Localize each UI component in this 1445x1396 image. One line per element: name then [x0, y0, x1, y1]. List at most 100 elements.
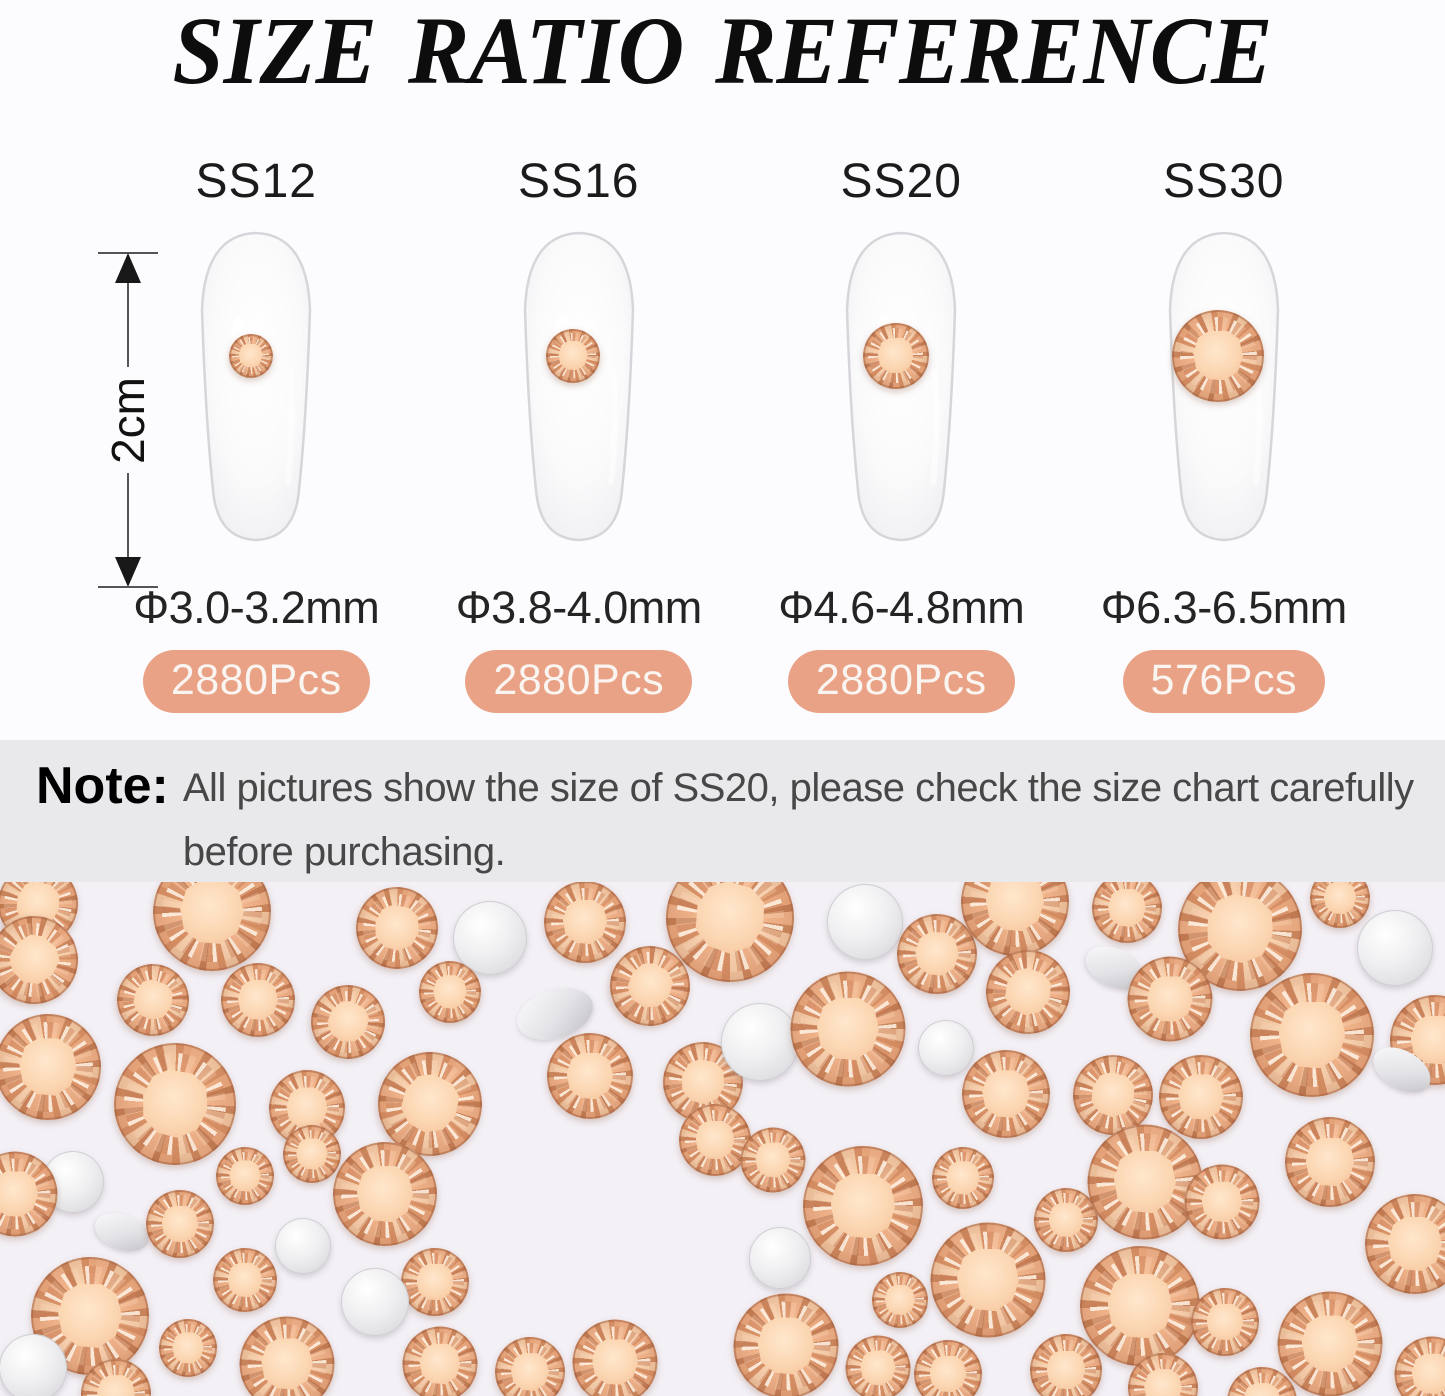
rhinestone-silver-back	[1357, 910, 1433, 986]
rhinestone-silver-back	[453, 901, 527, 975]
rhinestone-gem	[1277, 1291, 1383, 1396]
measure-tick-bottom	[98, 586, 158, 588]
header: SIZE RATIO REFERENCE	[0, 0, 1445, 112]
rhinestone-gem	[962, 1050, 1050, 1138]
rhinestone-gem	[862, 322, 929, 389]
rhinestone-gem	[228, 333, 273, 378]
nail-tip-outline	[200, 231, 312, 542]
rhinestone-gem	[213, 1248, 277, 1312]
rhinestone-gem	[974, 938, 1082, 1046]
rhinestone-gem	[333, 1142, 437, 1246]
diameter-label: Φ3.0-3.2mm	[133, 582, 380, 633]
rhinestone-gem	[897, 914, 977, 994]
quantity-badge: 2880Pcs	[465, 650, 693, 713]
size-columns: SS12 Φ3.0-3.2mm 2880Pcs SS16 Φ3.8-4.0mm …	[95, 154, 1385, 713]
arrow-up-icon	[115, 253, 141, 283]
rhinestone-gem	[1080, 1246, 1200, 1366]
rhinestone-gem	[733, 1293, 839, 1396]
size-name-label: SS16	[518, 155, 640, 208]
rhinestone-gem	[146, 1190, 214, 1258]
rhinestone-gem	[159, 1319, 217, 1377]
size-name-label: SS30	[1163, 155, 1285, 208]
rhinestone-gem	[930, 1222, 1046, 1338]
rhinestone-gem	[1172, 309, 1265, 402]
rhinestone-gem	[1365, 1194, 1445, 1294]
rhinestone-silver-back	[749, 1227, 811, 1289]
rhinestone-gem	[216, 1147, 274, 1205]
rhinestone-silver-back	[827, 884, 903, 960]
quantity-badge: 2880Pcs	[787, 650, 1015, 713]
rhinestone-gem	[1127, 956, 1213, 1042]
rhinestone-gem	[1285, 1117, 1375, 1207]
rhinestone-gem	[544, 882, 626, 963]
rhinestone-gem	[297, 971, 399, 1073]
rhinestone-gem	[401, 1248, 469, 1316]
rhinestone-gem	[1128, 1353, 1198, 1396]
rhinestone-gem	[845, 1335, 911, 1396]
nail-tip-graphic	[509, 222, 649, 552]
note-line-2: before purchasing.	[182, 830, 506, 874]
rhinestone-gem	[1030, 1334, 1102, 1396]
measure-line-upper	[127, 283, 129, 367]
rhinestone-gem	[106, 953, 200, 1047]
rhinestone-gem	[0, 1151, 58, 1237]
note-text: All pictures show the size of SS20, plea…	[183, 756, 1414, 884]
rhinestone-gem	[1310, 882, 1370, 928]
rhinestone-gem	[1250, 973, 1374, 1097]
rhinestone-gem	[1034, 1188, 1098, 1252]
nail-tip-graphic	[1154, 222, 1294, 552]
rhinestones-photo	[0, 882, 1445, 1396]
size-name-label: SS20	[840, 155, 962, 208]
rhinestone-gem	[283, 1125, 341, 1183]
nail-tip-outline	[523, 231, 635, 542]
rhinestone-gem	[1394, 1336, 1445, 1396]
rhinestone-gem	[546, 328, 601, 383]
rhinestone-gem	[1191, 1288, 1259, 1356]
height-measure-2cm: 2cm	[96, 252, 160, 588]
rhinestone-gem	[419, 961, 481, 1023]
size-chart: 2cm SS12 Φ3.0-3.2mm 2880Pcs SS16	[0, 154, 1445, 713]
rhinestone-gem	[1087, 1124, 1203, 1240]
quantity-badge: 576Pcs	[1122, 650, 1325, 713]
rhinestone-silver-back	[341, 1268, 409, 1336]
measure-label: 2cm	[102, 376, 154, 464]
rhinestone-gem	[914, 1340, 982, 1396]
size-name-label: SS12	[195, 155, 317, 208]
rhinestone-silver-back	[275, 1218, 331, 1274]
note-panel: Note: All pictures show the size of SS20…	[0, 740, 1445, 882]
rhinestone-gem	[221, 963, 295, 1037]
rhinestone-gem	[1184, 1164, 1260, 1240]
rhinestone-gem	[495, 1337, 565, 1396]
size-column: SS16 Φ3.8-4.0mm 2880Pcs	[418, 154, 741, 713]
nail-tip-graphic	[186, 222, 326, 552]
size-column: SS30 Φ6.3-6.5mm 576Pcs	[1063, 154, 1386, 713]
rhinestone-gem	[1092, 882, 1162, 943]
measure-line-lower	[127, 473, 129, 557]
rhinestone-gem	[572, 1319, 658, 1396]
note-label: Note:	[36, 757, 169, 815]
rhinestone-gem	[349, 882, 445, 976]
rhinestone-silver-back	[721, 1003, 799, 1081]
rhinestone-gem	[679, 1104, 751, 1176]
rhinestone-gem	[1159, 1055, 1243, 1139]
diameter-label: Φ4.6-4.8mm	[778, 582, 1025, 633]
arrow-down-icon	[115, 557, 141, 587]
rhinestone-gem	[104, 1033, 246, 1175]
rhinestone-gem	[402, 1326, 478, 1396]
note-line-1: All pictures show the size of SS20, plea…	[182, 766, 1414, 810]
rhinestone-gem	[0, 1014, 101, 1120]
rhinestone-silver-back	[918, 1020, 974, 1076]
diameter-label: Φ3.8-4.0mm	[455, 582, 702, 633]
diameter-label: Φ6.3-6.5mm	[1100, 582, 1347, 633]
rhinestone-gem	[547, 1033, 633, 1119]
size-column: SS20 Φ4.6-4.8mm 2880Pcs	[740, 154, 1063, 713]
quantity-badge: 2880Pcs	[142, 650, 370, 713]
rhinestone-gem	[153, 882, 271, 971]
nail-tip-graphic	[831, 222, 971, 552]
rhinestone-gem	[239, 1316, 335, 1396]
rhinestone-silver-back	[0, 1334, 67, 1396]
rhinestone-gem	[803, 1146, 923, 1266]
size-column: SS12 Φ3.0-3.2mm 2880Pcs	[95, 154, 418, 713]
rhinestone-gem	[872, 1272, 928, 1328]
